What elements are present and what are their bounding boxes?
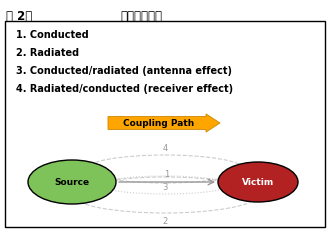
Ellipse shape [218,162,298,202]
Text: 4. Radiated/conducted (receiver effect): 4. Radiated/conducted (receiver effect) [16,84,233,94]
Text: 图 2：: 图 2： [6,10,32,23]
Text: 2: 2 [162,216,168,225]
Text: 3: 3 [162,183,168,192]
Text: 2. Radiated: 2. Radiated [16,48,79,58]
Text: Coupling Path: Coupling Path [123,119,195,128]
Ellipse shape [28,160,116,204]
FancyArrow shape [108,114,220,133]
Text: Source: Source [54,178,89,187]
Text: 电磁干扰路径: 电磁干扰路径 [120,10,162,23]
Text: 1: 1 [164,170,170,179]
Text: Victim: Victim [242,178,274,187]
Text: 3. Conducted/radiated (antenna effect): 3. Conducted/radiated (antenna effect) [16,66,232,76]
Text: 1. Conducted: 1. Conducted [16,30,89,40]
Bar [5,22,325,227]
Text: 4: 4 [162,143,168,152]
